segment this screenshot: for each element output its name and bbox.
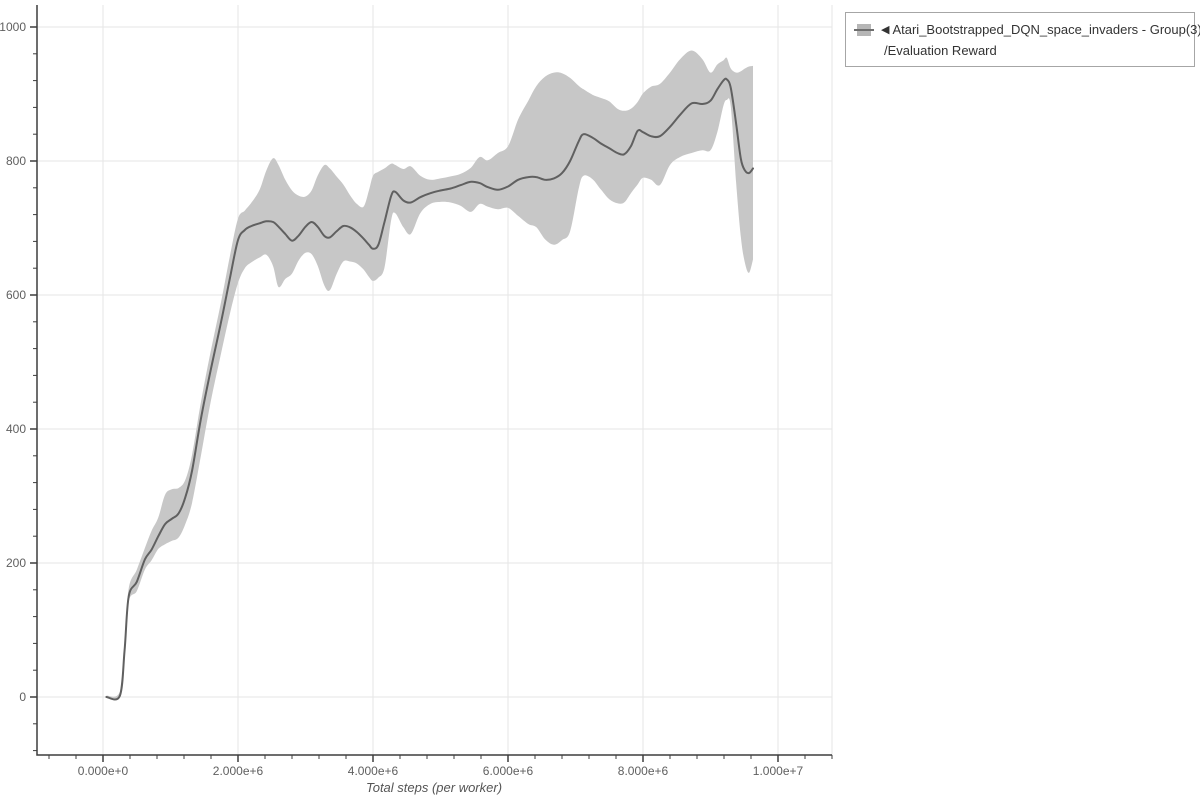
axis-lines bbox=[36, 5, 832, 756]
legend-item[interactable]: ◀ Atari_Bootstrapped_DQN_space_invaders … bbox=[854, 22, 1200, 37]
y-tick-label: 200 bbox=[6, 556, 26, 570]
series-label: Atari_Bootstrapped_DQN_space_invaders - … bbox=[892, 22, 1200, 37]
legend-collapse-icon[interactable]: ◀ bbox=[881, 24, 890, 36]
x-tick-label: 0.000e+0 bbox=[78, 764, 129, 778]
x-tick-label: 2.000e+6 bbox=[213, 764, 264, 778]
y-tick-label: 1000 bbox=[0, 20, 26, 34]
series-swatch-line bbox=[854, 28, 874, 31]
confidence-band bbox=[106, 50, 753, 701]
y-tick-label: 400 bbox=[6, 422, 26, 436]
x-axis-title: Total steps (per worker) bbox=[365, 780, 503, 795]
mean-line bbox=[105, 77, 754, 701]
series-swatch-icon bbox=[854, 23, 874, 37]
y-tick-label: 800 bbox=[6, 154, 26, 168]
y-tick-label: 600 bbox=[6, 288, 26, 302]
x-tick-label: 4.000e+6 bbox=[348, 764, 399, 778]
legend: ◀ Atari_Bootstrapped_DQN_space_invaders … bbox=[845, 12, 1200, 67]
y-tick-label: 0 bbox=[19, 690, 26, 704]
x-tick-label: 6.000e+6 bbox=[483, 764, 534, 778]
x-tick-label: 8.000e+6 bbox=[618, 764, 669, 778]
series-sublabel: /Evaluation Reward bbox=[884, 43, 997, 58]
x-tick-label: 1.000e+7 bbox=[753, 764, 804, 778]
